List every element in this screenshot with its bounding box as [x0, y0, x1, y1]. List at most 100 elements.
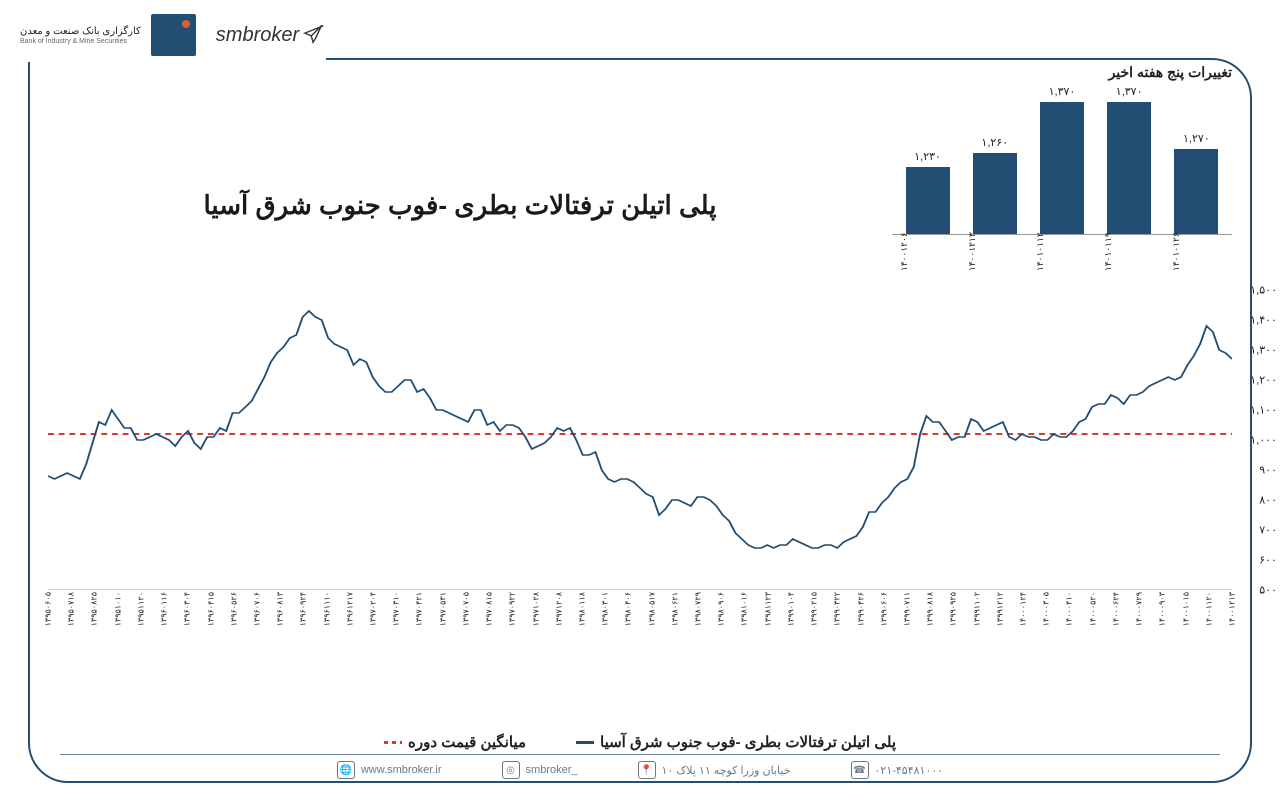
frame-cutout: [26, 56, 326, 62]
x-tick-label: ۱۳۹۶۰۴۱۵: [206, 592, 215, 626]
x-tick-label: ۱۴۰۰۰۴۱۰: [1065, 592, 1074, 626]
x-tick-label: ۱۳۹۹۰۸۱۸: [926, 592, 935, 626]
x-tick-label: ۱۳۹۹۰۱۰۴: [786, 592, 795, 626]
x-tick-label: ۱۳۹۶۱۱۱۰: [322, 592, 331, 626]
x-tick-label: ۱۳۹۶۰۵۲۶: [229, 592, 238, 626]
x-tick-label: ۱۳۹۹۰۳۲۲: [833, 592, 842, 626]
bar-value-label: ۱,۲۳۰: [914, 150, 941, 163]
x-tick-label: ۱۳۹۷۱۰۲۸: [531, 592, 540, 626]
price-series-line: [48, 311, 1232, 548]
main-chart-title: پلی اتیلن ترفتالات بطری -فوب جنوب شرق آس…: [60, 190, 860, 221]
x-tick-label: ۱۳۹۵۰۸۲۵: [90, 592, 99, 626]
bank-name-fa: کارگزاری بانک صنعت و معدن: [20, 26, 141, 38]
x-tick-label: ۱۳۹۷۰۴۲۱: [415, 592, 424, 626]
x-tick-label: ۱۳۹۵۱۱۲۰: [136, 592, 145, 626]
footer-website-text: www.smbroker.ir: [361, 764, 442, 776]
x-tick-label: ۱۳۹۹۰۷۱۱: [902, 592, 911, 626]
x-tick-label: ۱۳۹۷۰۲۰۴: [369, 592, 378, 626]
x-tick-label: ۱۳۹۵۰۷۱۸: [67, 592, 76, 626]
x-tick-label: ۱۳۹۷۰۳۱۰: [392, 592, 401, 626]
x-tick-label: ۱۴۰۰۰۵۲۰: [1088, 592, 1097, 626]
x-tick-label: ۱۳۹۸۰۶۲۱: [670, 592, 679, 626]
x-axis: ۱۳۹۵۰۶۰۵۱۳۹۵۰۷۱۸۱۳۹۵۰۸۲۵۱۳۹۵۱۰۱۰۱۳۹۵۱۱۲۰…: [48, 592, 1232, 662]
y-axis: ۵۰۰۶۰۰۷۰۰۸۰۰۹۰۰۱,۰۰۰۱,۱۰۰۱,۲۰۰۱,۳۰۰۱,۴۰۰…: [1237, 290, 1277, 590]
x-tick-label: ۱۳۹۵۱۰۱۰: [113, 592, 122, 626]
x-tick-label: ۱۳۹۶۰۷۰۶: [252, 592, 261, 626]
legend-series-swatch: [576, 741, 594, 744]
x-tick-label: ۱۳۹۶۱۲۱۷: [345, 592, 354, 626]
legend-series: پلی اتیلن ترفتالات بطری -فوب جنوب شرق آس…: [576, 733, 896, 751]
bar-column: ۱,۲۶۰: [968, 136, 1022, 234]
bar-x-label: ۱۴۰۱۰۱۱۹: [1103, 239, 1157, 271]
y-tick-label: ۱,۵۰۰: [1250, 284, 1277, 297]
bar-rect: [1107, 102, 1151, 234]
x-tick-label: ۱۳۹۹۱۲۱۲: [995, 592, 1004, 626]
bar-rect: [973, 153, 1017, 234]
x-tick-label: ۱۳۹۶۰۸۱۳: [276, 592, 285, 626]
bar-x-label: ۱۴۰۱۰۱۲۶: [1171, 239, 1225, 271]
x-tick-label: ۱۳۹۹۰۲۱۵: [810, 592, 819, 626]
header: کارگزاری بانک صنعت و معدن Bank of Indust…: [0, 10, 1280, 60]
bar-chart-title: تغییرات پنج هفته اخیر: [892, 64, 1232, 81]
x-tick-label: ۱۴۰۰۰۹۰۳: [1158, 592, 1167, 626]
x-tick-label: ۱۳۹۹۰۹۲۵: [949, 592, 958, 626]
x-tick-label: ۱۴۰۰۱۲۱۳: [1228, 592, 1237, 626]
x-tick-label: ۱۳۹۹۰۴۲۶: [856, 592, 865, 626]
bar-column: ۱,۲۷۰: [1169, 132, 1223, 234]
x-tick-label: ۱۳۹۸۰۳۰۱: [601, 592, 610, 626]
bank-name-en: Bank of Industry & Mine Securities: [20, 38, 141, 45]
x-tick-label: ۱۳۹۵۰۶۰۵: [44, 592, 53, 626]
x-tick-label: ۱۳۹۸۰۴۰۶: [624, 592, 633, 626]
y-tick-label: ۱,۱۰۰: [1250, 404, 1277, 417]
bar-column: ۱,۳۷۰: [1102, 85, 1156, 234]
bar-column: ۱,۳۷۰: [1035, 85, 1089, 234]
y-tick-label: ۱,۴۰۰: [1250, 314, 1277, 327]
legend-avg-label: میانگین قیمت دوره: [408, 733, 526, 751]
bar-value-label: ۱,۲۷۰: [1183, 132, 1210, 145]
footer-phone: ☎ ۰۲۱-۴۵۴۸۱۰۰۰: [851, 761, 944, 779]
bar-x-label: ۱۴۰۱۰۱۱۲: [1035, 239, 1089, 271]
footer-instagram: ◎ smbroker_: [502, 761, 578, 779]
footer-address-text: خیابان وزرا کوچه ۱۱ پلاک ۱۰: [662, 764, 791, 777]
line-chart: ۵۰۰۶۰۰۷۰۰۸۰۰۹۰۰۱,۰۰۰۱,۱۰۰۱,۲۰۰۱,۳۰۰۱,۴۰۰…: [48, 290, 1232, 670]
x-tick-label: ۱۳۹۶۰۹۲۴: [299, 592, 308, 626]
line-svg: [48, 290, 1232, 590]
x-tick-label: ۱۳۹۷۰۵۳۱: [438, 592, 447, 626]
x-tick-label: ۱۴۰۰۰۷۲۹: [1135, 592, 1144, 626]
y-tick-label: ۱,۰۰۰: [1250, 434, 1277, 447]
x-tick-label: ۱۳۹۹۰۶۰۶: [879, 592, 888, 626]
legend-avg-swatch: [384, 741, 402, 744]
location-icon: 📍: [638, 761, 656, 779]
bar-value-label: ۱,۳۷۰: [1049, 85, 1076, 98]
legend-series-label: پلی اتیلن ترفتالات بطری -فوب جنوب شرق آس…: [600, 733, 896, 751]
x-tick-label: ۱۳۹۸۱۱۲۳: [763, 592, 772, 626]
y-tick-label: ۱,۳۰۰: [1250, 344, 1277, 357]
bank-logo-group: کارگزاری بانک صنعت و معدن Bank of Indust…: [20, 14, 196, 56]
y-tick-label: ۹۰۰: [1259, 464, 1277, 477]
y-tick-label: ۸۰۰: [1259, 494, 1277, 507]
x-tick-label: ۱۴۰۰۰۱۲۴: [1019, 592, 1028, 626]
bar-x-label: ۱۴۰۰۱۲۱۳: [967, 239, 1021, 271]
x-tick-label: ۱۳۹۸۱۰۱۶: [740, 592, 749, 626]
bar-plot-area: ۱,۲۳۰ ۱,۲۶۰ ۱,۳۷۰ ۱,۳۷۰ ۱,۲۷۰: [892, 85, 1232, 235]
footer: 🌐 www.smbroker.ir ◎ smbroker_ 📍 خیابان و…: [60, 754, 1220, 779]
bar-value-label: ۱,۲۶۰: [981, 136, 1008, 149]
bank-text-wrap: کارگزاری بانک صنعت و معدن Bank of Indust…: [20, 26, 141, 45]
x-tick-label: ۱۳۹۸۰۵۱۷: [647, 592, 656, 626]
y-tick-label: ۷۰۰: [1259, 524, 1277, 537]
x-tick-label: ۱۴۰۰۰۶۲۴: [1111, 592, 1120, 626]
y-tick-label: ۶۰۰: [1259, 554, 1277, 567]
x-tick-label: ۱۳۹۸۰۹۰۶: [717, 592, 726, 626]
x-tick-label: ۱۳۹۷۰۹۲۲: [508, 592, 517, 626]
bank-logo-icon: [151, 14, 196, 56]
x-tick-label: ۱۳۹۸۰۷۲۹: [694, 592, 703, 626]
x-tick-label: ۱۳۹۷۰۸۱۵: [485, 592, 494, 626]
x-tick-label: ۱۳۹۷۱۲۰۸: [554, 592, 563, 626]
x-tick-label: ۱۳۹۶۰۳۰۴: [183, 592, 192, 626]
legend: پلی اتیلن ترفتالات بطری -فوب جنوب شرق آس…: [60, 733, 1220, 751]
globe-icon: 🌐: [337, 761, 355, 779]
footer-instagram-text: smbroker_: [526, 764, 578, 776]
line-plot-area: ۵۰۰۶۰۰۷۰۰۸۰۰۹۰۰۱,۰۰۰۱,۱۰۰۱,۲۰۰۱,۳۰۰۱,۴۰۰…: [48, 290, 1232, 620]
bar-rect: [906, 167, 950, 234]
bar-x-axis: ۱۴۰۰۱۲۰۶۱۴۰۰۱۲۱۳۱۴۰۱۰۱۱۲۱۴۰۱۰۱۱۹۱۴۰۱۰۱۲۶: [892, 235, 1232, 271]
